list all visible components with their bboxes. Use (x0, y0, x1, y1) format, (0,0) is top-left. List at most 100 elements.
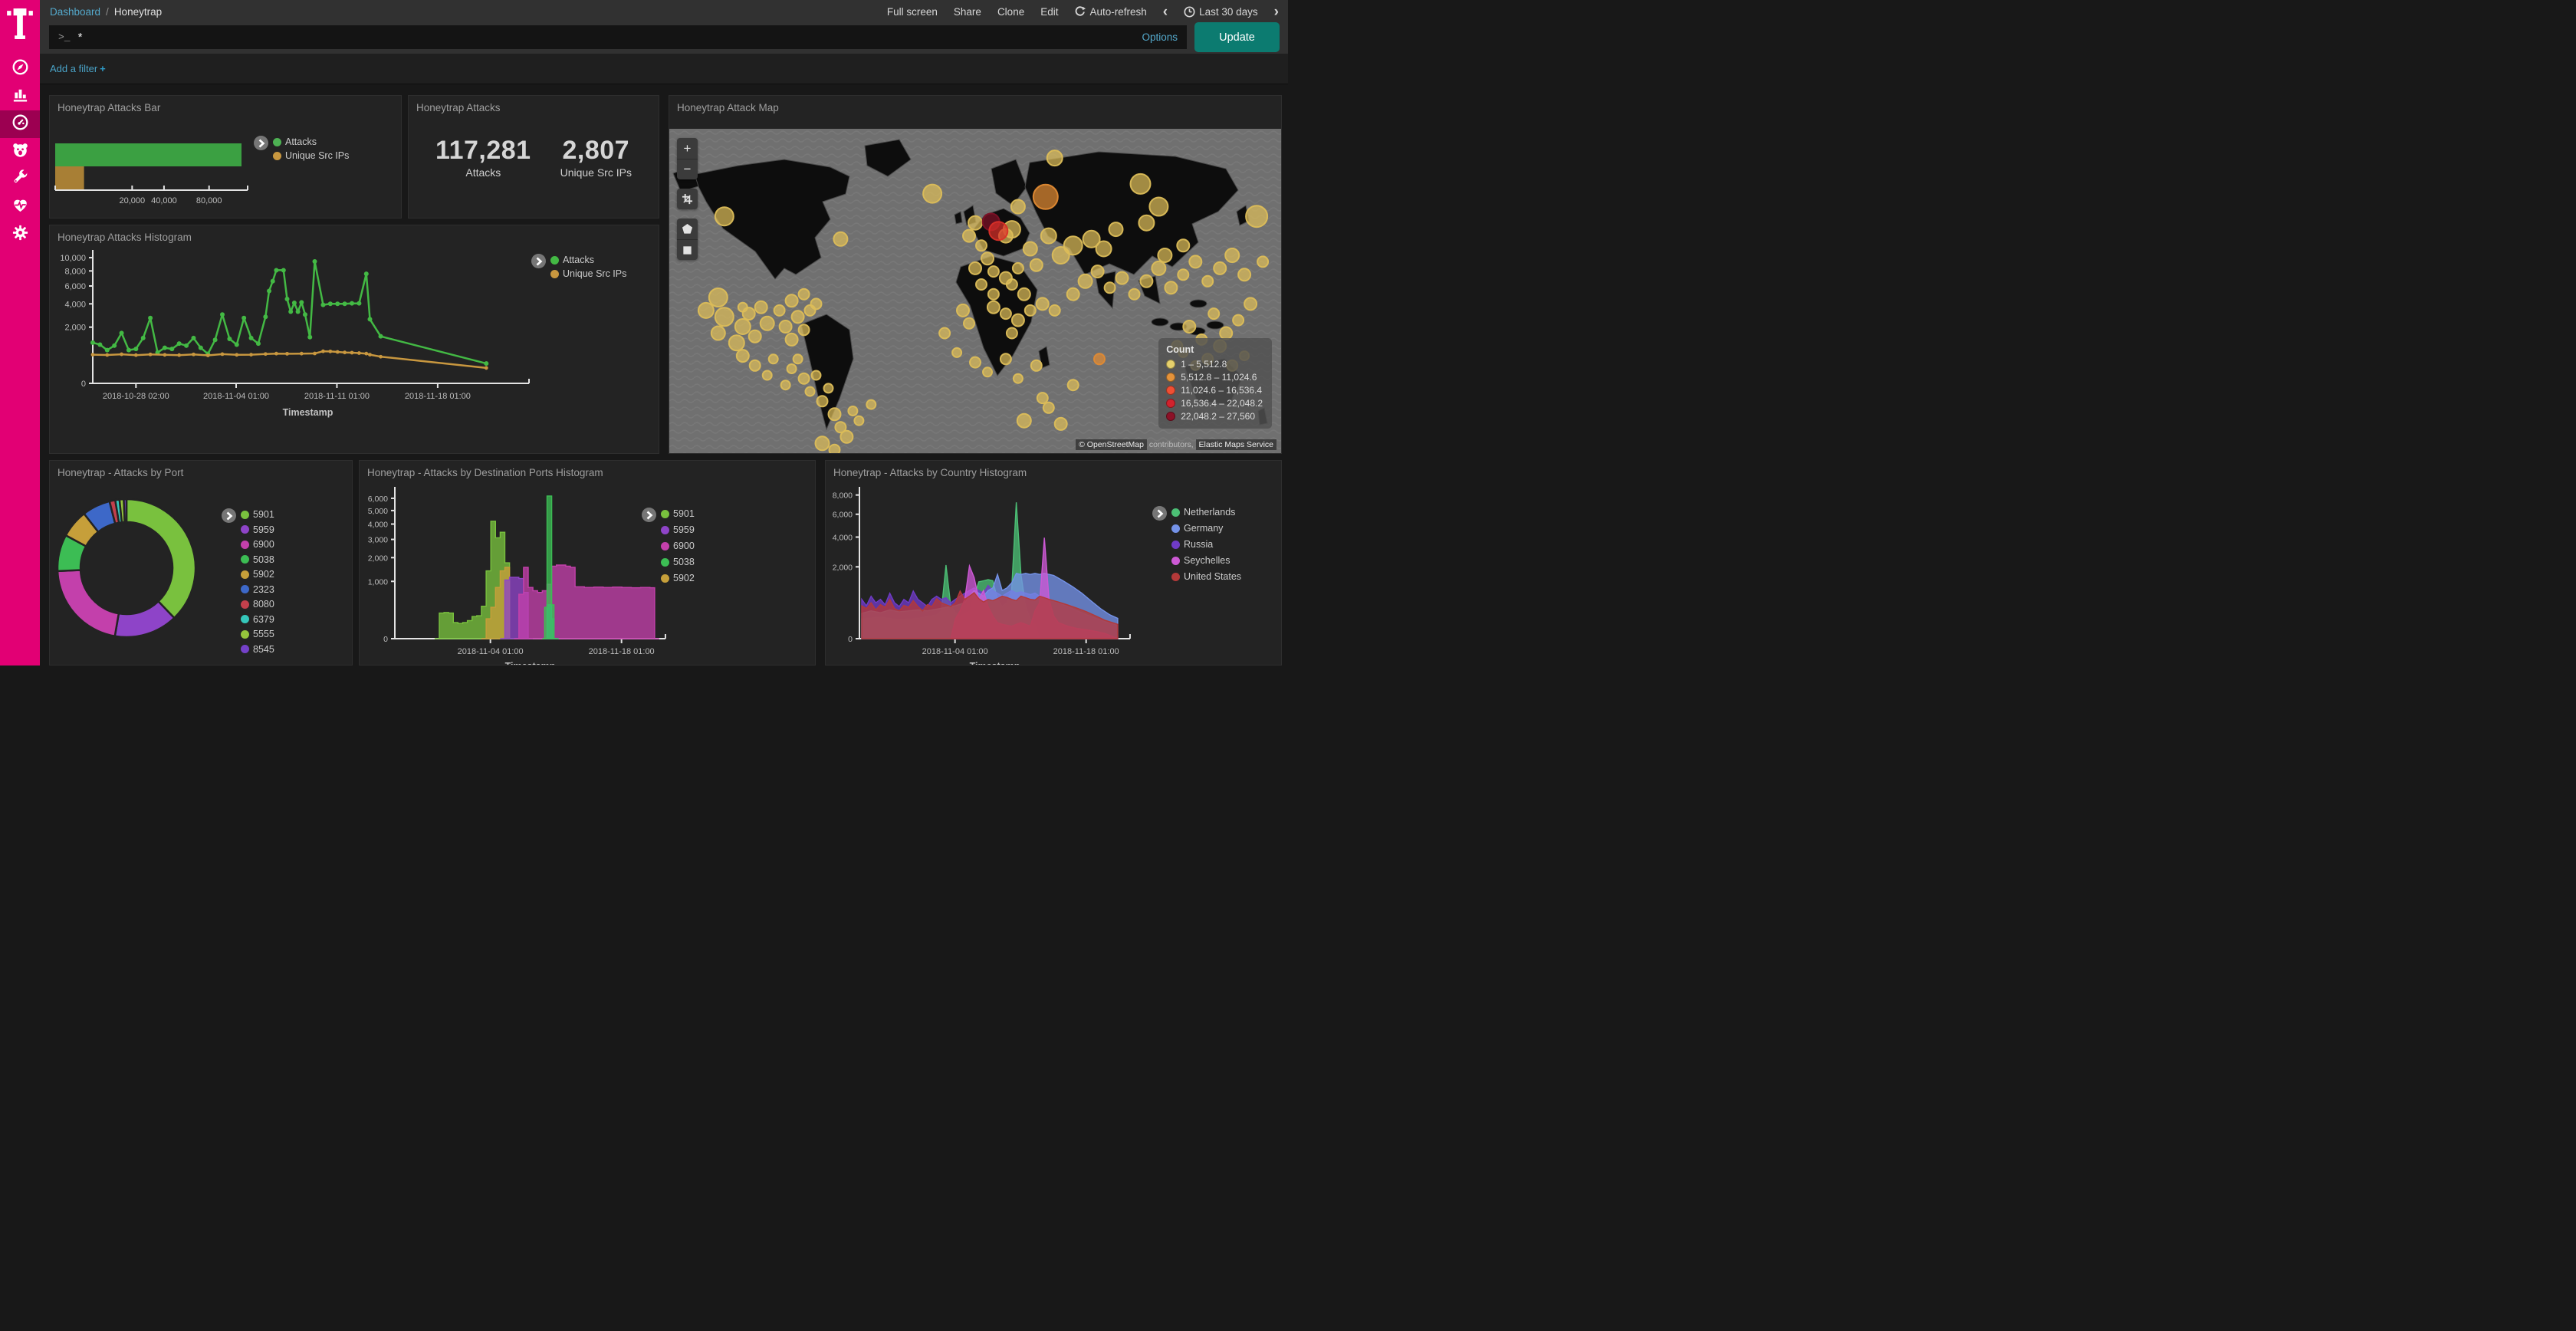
attack-location-circle[interactable] (1016, 412, 1032, 429)
data-point[interactable] (312, 259, 317, 265)
legend-item[interactable]: 5038 (661, 557, 695, 567)
attack-location-circle[interactable] (1237, 268, 1252, 282)
attack-location-circle[interactable] (1245, 205, 1269, 228)
country-histogram-chart[interactable]: 0 2,000 4,000 6,000 8,000 2018-11-04 01:00 201… (826, 461, 1281, 665)
attack-location-circle[interactable] (816, 395, 829, 408)
legend-item[interactable]: 8080 (241, 599, 274, 610)
donut-slice-5901[interactable] (125, 498, 197, 619)
attack-location-circle[interactable] (810, 370, 822, 381)
attack-location-circle[interactable] (778, 320, 793, 334)
attack-location-circle[interactable] (754, 300, 768, 314)
update-button[interactable]: Update (1194, 22, 1280, 52)
data-point[interactable] (90, 353, 95, 357)
data-point[interactable] (97, 342, 103, 347)
attack-location-circle[interactable] (1232, 314, 1245, 327)
osm-attribution[interactable]: © OpenStreetMap (1076, 439, 1147, 450)
legend-item[interactable]: 2323 (241, 584, 274, 595)
data-point[interactable] (327, 301, 333, 307)
attack-location-circle[interactable] (714, 307, 734, 327)
legend-item[interactable]: 5555 (241, 629, 274, 639)
data-point[interactable] (227, 337, 232, 342)
data-point[interactable] (263, 352, 268, 357)
map-zoom-in-button[interactable]: + (683, 140, 692, 156)
data-point[interactable] (220, 352, 225, 357)
legend-item[interactable]: Seychelles (1171, 555, 1230, 566)
attack-location-circle[interactable] (784, 294, 799, 308)
attack-location-circle[interactable] (981, 251, 994, 266)
data-point[interactable] (281, 268, 286, 273)
data-point[interactable] (177, 353, 182, 357)
attack-location-circle[interactable] (922, 183, 943, 204)
attack-location-circle[interactable] (748, 329, 762, 343)
data-point[interactable] (148, 352, 153, 357)
attack-location-circle[interactable] (962, 228, 976, 243)
attack-location-circle[interactable] (1257, 255, 1270, 268)
attack-location-circle[interactable] (773, 304, 786, 317)
donut-slice-8545[interactable] (123, 498, 128, 524)
attack-location-circle[interactable] (780, 380, 791, 391)
data-point[interactable] (378, 334, 383, 339)
attack-location-circle[interactable] (797, 288, 810, 301)
legend-item[interactable]: Netherlands (1171, 507, 1235, 518)
legend-item[interactable]: 5038 (241, 554, 274, 565)
series-area-united-states[interactable] (861, 590, 1119, 639)
attack-location-circle[interactable] (786, 363, 797, 374)
attack-location-circle[interactable] (1129, 173, 1152, 195)
attack-location-circle[interactable] (1093, 353, 1106, 366)
attack-location-circle[interactable] (1157, 248, 1173, 263)
attack-location-circle[interactable] (1053, 416, 1068, 431)
query-options-link[interactable]: Options (1142, 31, 1178, 43)
data-point[interactable] (184, 343, 189, 348)
attack-location-circle[interactable] (1139, 274, 1154, 288)
data-point[interactable] (356, 351, 361, 355)
data-point[interactable] (133, 353, 138, 357)
data-point[interactable] (249, 353, 253, 357)
attack-location-circle[interactable] (951, 347, 963, 358)
data-point[interactable] (285, 351, 289, 356)
auto-refresh-button[interactable]: Auto-refresh (1074, 6, 1147, 18)
attack-location-circle[interactable] (1208, 307, 1221, 320)
data-point[interactable] (140, 335, 146, 340)
data-point[interactable] (176, 341, 182, 347)
data-point[interactable] (205, 353, 210, 357)
attack-location-circle[interactable] (823, 383, 834, 394)
data-point[interactable] (302, 312, 307, 317)
data-point[interactable] (364, 351, 369, 356)
attack-location-circle[interactable] (1005, 278, 1018, 291)
data-point[interactable] (104, 347, 110, 353)
attack-location-circle[interactable] (792, 353, 803, 365)
attack-location-circle[interactable] (804, 386, 816, 397)
attack-location-circle[interactable] (1115, 271, 1129, 285)
attack-location-circle[interactable] (975, 278, 987, 291)
attack-location-circle[interactable] (1103, 281, 1116, 294)
attack-location-circle[interactable] (982, 366, 993, 378)
attack-location-circle[interactable] (697, 301, 715, 319)
data-point[interactable] (267, 288, 272, 294)
attack-location-circle[interactable] (1063, 235, 1083, 256)
attack-location-circle[interactable] (1029, 258, 1043, 272)
data-point[interactable] (320, 302, 326, 307)
data-point[interactable] (133, 347, 139, 352)
add-filter-link[interactable]: Add a filter + (50, 63, 106, 74)
attack-location-circle[interactable] (1244, 297, 1258, 311)
legend-item[interactable]: United States (1171, 571, 1241, 582)
data-point[interactable] (270, 278, 275, 284)
data-point[interactable] (350, 301, 355, 306)
sidebar-item-discover[interactable] (0, 55, 40, 83)
attack-location-circle[interactable] (1046, 150, 1063, 167)
data-point[interactable] (343, 350, 347, 355)
attack-location-circle[interactable] (734, 318, 751, 335)
attack-location-circle[interactable] (710, 325, 726, 341)
attack-location-circle[interactable] (1012, 373, 1024, 384)
time-range-picker[interactable]: Last 30 days (1184, 6, 1258, 18)
attack-location-circle[interactable] (827, 407, 842, 422)
attacks-bar-chart[interactable]: 20,000 40,000 80,000 (50, 96, 401, 218)
data-point[interactable] (212, 337, 218, 343)
attack-location-circle[interactable] (814, 435, 830, 452)
attack-location-circle[interactable] (828, 443, 841, 453)
attack-location-circle[interactable] (1224, 248, 1240, 263)
data-point[interactable] (234, 342, 239, 347)
attack-location-circle[interactable] (968, 215, 983, 231)
attack-location-circle[interactable] (748, 359, 761, 372)
world-map[interactable]: + − Count 1 – 5,512.8 5,512.8 (669, 129, 1281, 453)
